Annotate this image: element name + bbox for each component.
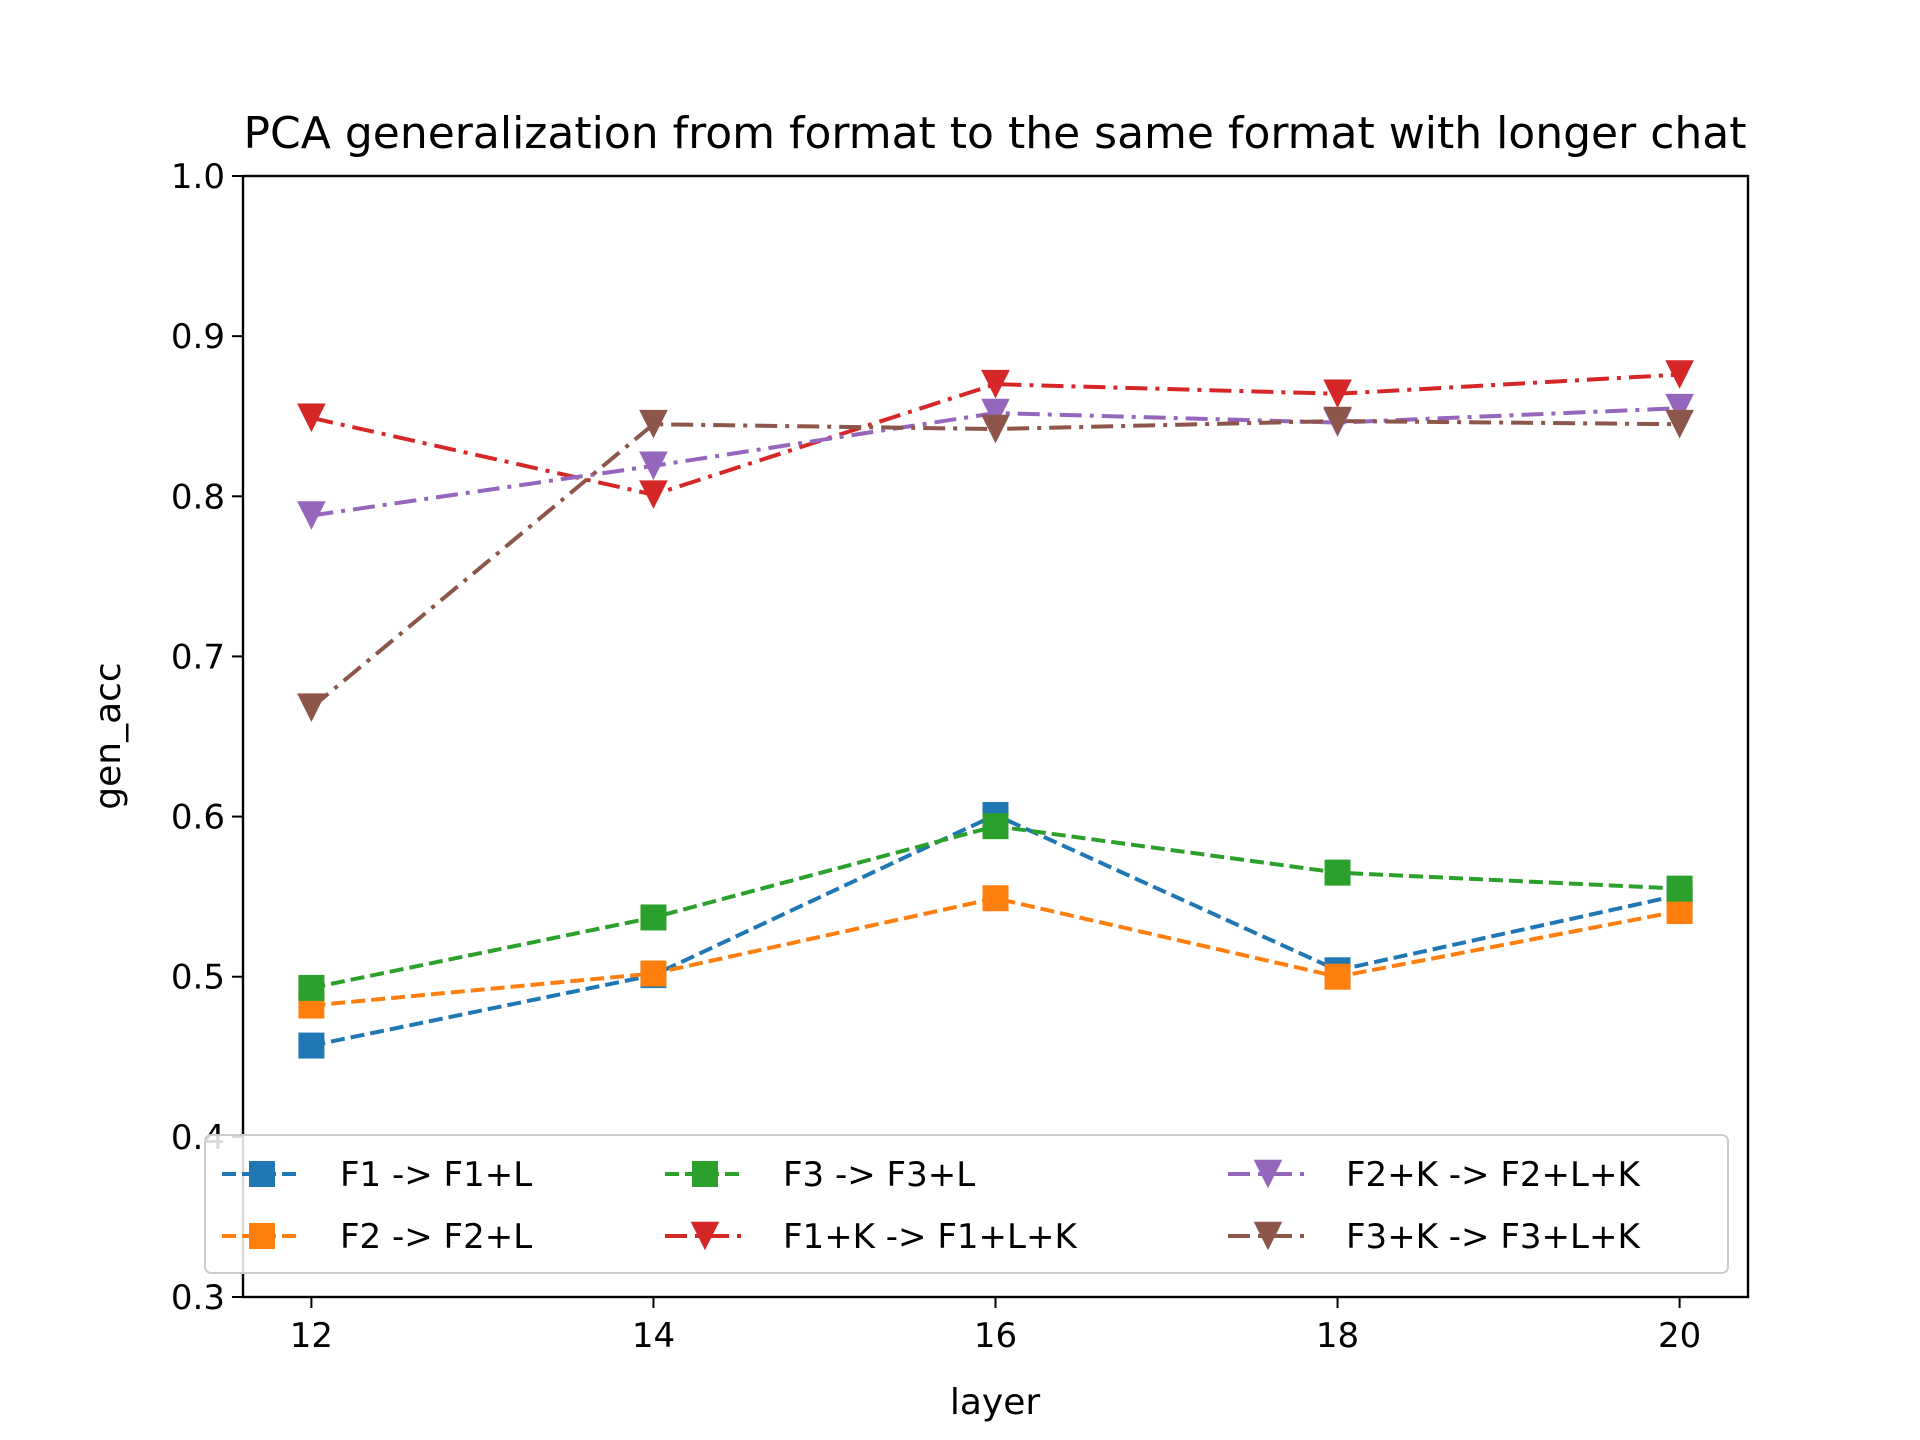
x-tick-label: 12 bbox=[290, 1316, 333, 1356]
data-point-series-1 bbox=[1666, 898, 1693, 925]
y-tick-label: 0.8 bbox=[171, 477, 225, 517]
y-tick-label: 0.9 bbox=[171, 317, 225, 357]
legend-label: F2 -> F2+L bbox=[340, 1217, 532, 1257]
legend-marker bbox=[1253, 1221, 1283, 1251]
plot-markers bbox=[297, 360, 1694, 1059]
legend-label: F1 -> F1+L bbox=[340, 1155, 532, 1195]
legend-box bbox=[204, 1134, 1729, 1274]
data-point-series-5 bbox=[639, 409, 668, 439]
plot-frame bbox=[241, 174, 1750, 1299]
data-point-series-1 bbox=[1324, 963, 1351, 990]
series-line-3 bbox=[310, 372, 1680, 497]
series-line-1 bbox=[311, 896, 1680, 1008]
chart-title: PCA generalization from format to the sa… bbox=[244, 108, 1747, 159]
x-tick-label: 16 bbox=[974, 1316, 1017, 1356]
data-point-series-2 bbox=[1666, 875, 1693, 902]
data-point-series-5 bbox=[297, 693, 326, 722]
legend: F1 -> F1+L F2 -> F2+L F3 -> F3+L F1+K -> F1… bbox=[204, 1134, 1729, 1274]
x-tick-label: 18 bbox=[1316, 1316, 1359, 1356]
legend-label: F2+K -> F2+L+K bbox=[1346, 1155, 1641, 1195]
x-tick-label: 14 bbox=[632, 1316, 675, 1356]
legend-marker bbox=[249, 1161, 275, 1187]
legend-item-5: F3+K -> F3+L+K bbox=[1228, 1217, 1641, 1257]
legend-item-2: F3 -> F3+L bbox=[665, 1155, 975, 1195]
data-point-series-3 bbox=[639, 480, 668, 509]
legend-marker bbox=[1253, 1159, 1283, 1189]
legend-item-1: F2 -> F2+L bbox=[222, 1217, 532, 1257]
data-point-series-5 bbox=[1665, 409, 1694, 439]
data-point-series-5 bbox=[981, 414, 1010, 444]
y-tick-label: 1.0 bbox=[171, 157, 225, 197]
data-point-series-3 bbox=[1323, 379, 1352, 409]
data-point-series-3 bbox=[297, 403, 326, 433]
legend-marker bbox=[690, 1221, 720, 1251]
data-point-series-2 bbox=[1324, 859, 1351, 886]
legend-item-4: F2+K -> F2+L+K bbox=[1228, 1155, 1641, 1195]
y-axis: 0.30.40.50.60.70.80.91.0 bbox=[171, 157, 243, 1318]
legend-label: F3+K -> F3+L+K bbox=[1346, 1217, 1641, 1257]
data-point-series-2 bbox=[982, 813, 1009, 840]
data-point-series-2 bbox=[640, 904, 667, 931]
data-point-series-4 bbox=[981, 398, 1010, 428]
data-point-series-4 bbox=[297, 501, 326, 530]
data-point-series-4 bbox=[1665, 393, 1694, 423]
y-tick-label: 0.6 bbox=[171, 798, 225, 838]
y-tick-label: 0.7 bbox=[171, 637, 225, 677]
data-point-series-4 bbox=[639, 451, 668, 481]
x-axis-label: layer bbox=[950, 1382, 1041, 1423]
data-point-series-3 bbox=[981, 369, 1010, 399]
legend-marker bbox=[249, 1223, 275, 1249]
legend-label: F1+K -> F1+L+K bbox=[783, 1217, 1078, 1257]
y-tick-label: 0.5 bbox=[171, 958, 225, 998]
series-line-0 bbox=[311, 812, 1681, 1048]
data-point-series-1 bbox=[640, 960, 667, 987]
data-point-series-3 bbox=[1665, 360, 1694, 389]
x-axis: 12 14 16 18 20 bbox=[290, 1297, 1701, 1356]
legend-marker bbox=[692, 1161, 718, 1187]
y-axis-label: gen_acc bbox=[88, 662, 129, 809]
legend-item-3: F1+K -> F1+L+K bbox=[665, 1217, 1078, 1257]
data-point-series-2 bbox=[298, 974, 325, 1001]
legend-item-0: F1 -> F1+L bbox=[222, 1155, 532, 1195]
y-tick-label: 0.3 bbox=[171, 1278, 225, 1318]
plot-lines bbox=[310, 372, 1681, 1048]
data-point-series-0 bbox=[298, 1032, 325, 1059]
x-tick-label: 20 bbox=[1658, 1316, 1701, 1356]
legend-label: F3 -> F3+L bbox=[783, 1155, 975, 1195]
data-point-series-5 bbox=[1323, 406, 1352, 436]
data-point-series-1 bbox=[982, 885, 1009, 912]
